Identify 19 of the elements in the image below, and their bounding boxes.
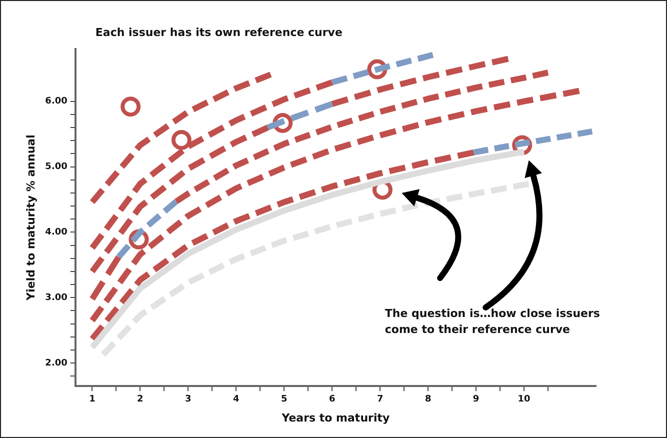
x-tick-label: 1 (89, 394, 96, 405)
x-tick-label: 2 (137, 394, 144, 405)
x-tick-label: 10 (518, 394, 530, 405)
x-tick-label: 4 (233, 394, 240, 405)
x-tick-label: 3 (185, 394, 192, 405)
y-tick-label: 2.00 (45, 358, 68, 368)
x-tick-label: 6 (328, 394, 336, 405)
x-tick-label: 7 (376, 394, 384, 405)
y-tick-label: 5.00 (45, 162, 68, 172)
x-tick-label: 9 (472, 394, 480, 405)
y-tick-label: 4.00 (45, 228, 68, 238)
x-axis-title: Years to maturity (280, 411, 390, 424)
text: Each issuer has its own reference curve (95, 26, 342, 39)
x-tick-label: 5 (280, 394, 288, 405)
y-axis-title: Yield to maturity % annual (24, 134, 38, 302)
x-tick-label: 8 (424, 394, 432, 405)
y-tick-label: 6.00 (45, 96, 68, 107)
y-tick-label: 3.00 (45, 293, 68, 304)
annotation: The question is…how close issuers come to their reference curve (384, 306, 600, 336)
